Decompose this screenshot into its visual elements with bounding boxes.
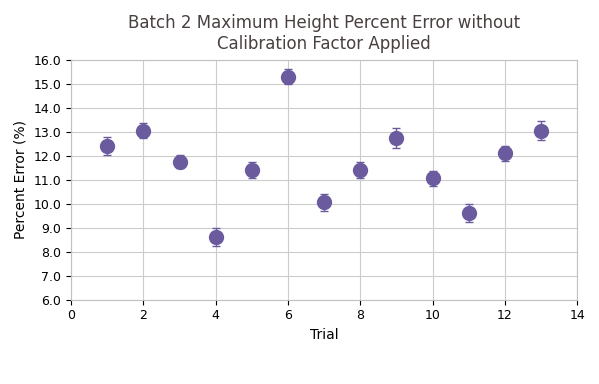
Legend: Sea Height Percent Error: Sea Height Percent Error — [228, 382, 420, 384]
Y-axis label: Percent Error (%): Percent Error (%) — [14, 120, 28, 239]
X-axis label: Trial: Trial — [310, 328, 338, 342]
Title: Batch 2 Maximum Height Percent Error without
Calibration Factor Applied: Batch 2 Maximum Height Percent Error wit… — [128, 14, 520, 53]
